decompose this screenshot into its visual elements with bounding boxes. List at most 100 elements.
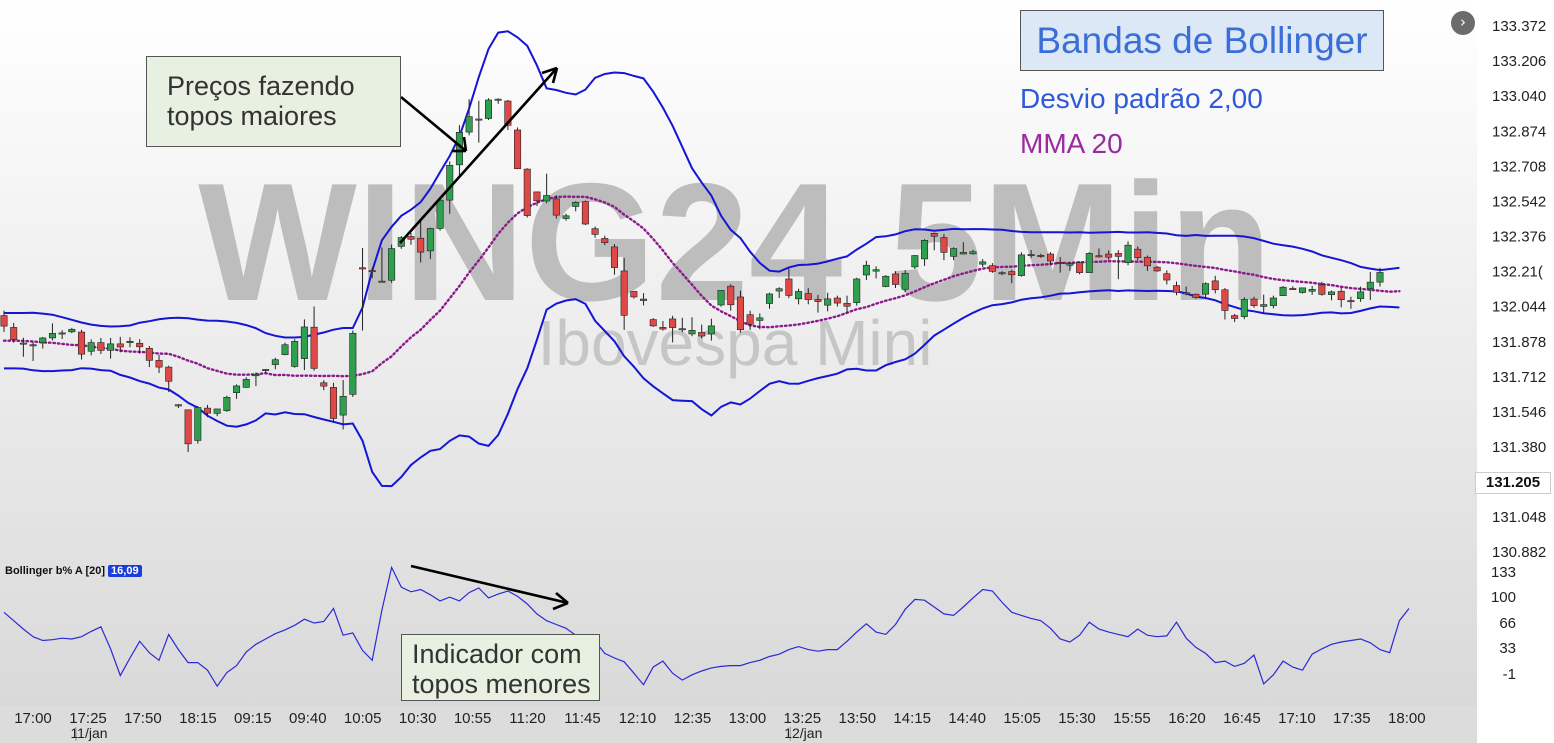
- candle-body: [1328, 291, 1336, 295]
- price-tick-label: 131.546: [1492, 404, 1546, 421]
- time-tick-label: 18:15: [179, 710, 217, 727]
- candle: [291, 339, 299, 368]
- candle-body: [911, 255, 919, 268]
- candle-body: [194, 407, 202, 441]
- time-tick-label: 15:05: [1003, 710, 1041, 727]
- candle-body: [1318, 284, 1326, 295]
- candle-body: [68, 328, 76, 333]
- candle: [533, 191, 541, 207]
- candle: [872, 266, 880, 279]
- candle-body: [1202, 283, 1210, 295]
- candle: [484, 98, 492, 121]
- candle-body: [48, 332, 56, 339]
- candle: [1192, 293, 1200, 299]
- price-tick-label: 133.040: [1492, 88, 1546, 105]
- candle: [165, 365, 173, 393]
- indicator-tick-label: 33: [1499, 640, 1516, 657]
- candle-body: [707, 325, 715, 335]
- candle-body: [678, 328, 686, 331]
- candle-body: [882, 275, 890, 287]
- candle-body: [484, 99, 492, 119]
- scroll-right-button[interactable]: ›: [1451, 11, 1475, 35]
- candle-body: [1260, 304, 1268, 307]
- candle: [1366, 272, 1374, 301]
- candle: [901, 270, 909, 293]
- time-tick-label: 09:40: [289, 710, 327, 727]
- candle-body: [291, 341, 299, 367]
- time-tick-label: 10:30: [399, 710, 437, 727]
- candle: [1347, 296, 1355, 309]
- candle-body: [310, 326, 318, 369]
- time-tick-label: 11:20: [509, 710, 545, 727]
- candle-body: [891, 273, 899, 285]
- indicator-line: [3, 565, 1410, 688]
- candle-body: [1095, 255, 1103, 258]
- candle: [262, 369, 270, 374]
- candle: [339, 380, 347, 430]
- candle: [552, 195, 560, 219]
- annotation-line: Preços fazendo: [167, 71, 355, 101]
- candle: [804, 288, 812, 305]
- candle-body: [988, 265, 996, 272]
- candle: [717, 290, 725, 307]
- candle: [1250, 296, 1258, 308]
- candle-body: [523, 168, 531, 216]
- candle: [242, 377, 250, 388]
- candle: [417, 218, 425, 263]
- candle: [950, 247, 958, 261]
- candle-body: [969, 251, 977, 255]
- candle-body: [174, 404, 182, 407]
- candle: [688, 317, 696, 337]
- candle: [1308, 285, 1316, 295]
- candle: [252, 372, 260, 387]
- candle-body: [1182, 292, 1190, 295]
- arrow-head: [462, 136, 468, 152]
- candle: [581, 200, 589, 226]
- candle-body: [1308, 289, 1316, 292]
- indicator-tick-label: 66: [1499, 615, 1516, 632]
- candle-body: [785, 278, 793, 296]
- arrow-shaft: [410, 564, 569, 605]
- price-tick-label: 131.048: [1492, 509, 1546, 526]
- candle-body: [824, 298, 832, 306]
- candle-body: [271, 359, 279, 365]
- candle: [174, 404, 182, 409]
- legend-deviation: Desvio padrão 2,00: [1020, 83, 1263, 114]
- candle: [29, 341, 37, 361]
- candle: [1047, 252, 1055, 266]
- candle: [1357, 286, 1365, 302]
- candle: [87, 339, 95, 356]
- candle: [213, 408, 221, 417]
- candle: [1172, 281, 1180, 296]
- price-axis: 133.372 133.206 133.040 132.874 132.708 132.5…: [1492, 18, 1546, 561]
- candle: [1056, 257, 1064, 273]
- candle-body: [320, 382, 328, 387]
- candle-body: [1008, 271, 1016, 276]
- last-price-tag: 131.205: [1475, 472, 1551, 494]
- price-tick-label: 132.044: [1492, 299, 1546, 316]
- candle: [921, 239, 929, 266]
- candle: [78, 329, 86, 360]
- annotation-arrows: [399, 66, 569, 611]
- lower-band-line: [4, 289, 1400, 488]
- candle-body: [950, 248, 958, 257]
- candle: [494, 98, 502, 104]
- candle-body: [388, 248, 396, 281]
- watermark-symbol: WING24 5Min: [198, 148, 1271, 336]
- candle: [998, 271, 1006, 276]
- candle-body: [417, 237, 425, 253]
- annotation-lower-highs: Indicador com topos menores: [401, 634, 600, 701]
- candle-body: [601, 238, 609, 243]
- candle: [911, 255, 919, 270]
- candle: [1143, 255, 1151, 271]
- candle: [959, 242, 967, 255]
- candle: [523, 168, 531, 218]
- candle-body: [136, 342, 144, 348]
- time-tick-label: 13:25: [784, 710, 822, 727]
- candle: [785, 268, 793, 299]
- candle: [979, 259, 987, 267]
- candle: [1017, 252, 1025, 277]
- candle: [329, 382, 337, 423]
- arrow-head: [541, 66, 558, 75]
